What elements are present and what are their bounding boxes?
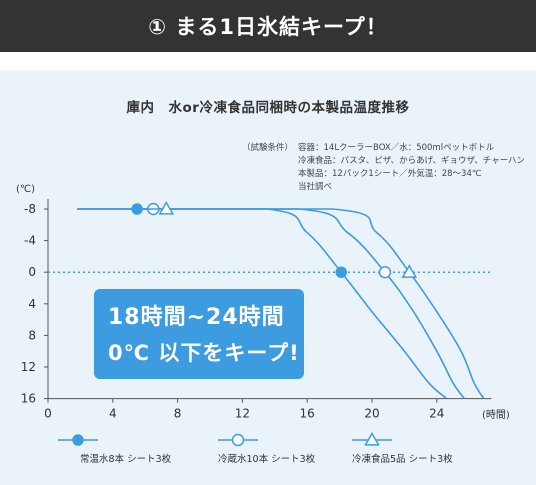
x-tick-label: 20 <box>364 407 379 421</box>
y-tick-label: 4 <box>28 297 36 311</box>
x-tick-label: 4 <box>109 407 117 421</box>
x-axis-label: (時間) <box>482 409 510 421</box>
x-tick-label: 24 <box>429 407 444 421</box>
series-3-marker <box>158 200 175 215</box>
condition-line-1: 容器：14LクーラーBOX／水：500mlペットボトル <box>298 143 495 153</box>
callout-line-1: 18時間~24時間 <box>108 305 285 330</box>
legend-marker-3 <box>364 431 380 446</box>
legend-marker-2 <box>231 433 245 447</box>
x-tick-label: 0 <box>44 407 52 421</box>
x-tick-label: 12 <box>235 407 250 421</box>
y-tick-label: 0 <box>28 265 36 279</box>
y-tick-label: 16 <box>21 392 36 406</box>
conditions-label: （試験条件） <box>242 143 294 153</box>
x-tick-label: 8 <box>174 407 182 421</box>
condition-line-3: 本製品：12パック1シート／外気温：28〜34℃ <box>298 169 482 179</box>
y-tick-label: 12 <box>21 360 36 374</box>
series-line-3 <box>77 208 485 400</box>
series-2-marker <box>378 265 392 279</box>
callout-box: 18時間~24時間 0℃ 以下をキープ! <box>94 289 304 379</box>
condition-line-4: 当社調べ <box>298 182 333 192</box>
header-title: ① まる1日氷結キープ！ <box>148 15 388 39</box>
chart-title: 庫内 水or冷凍食品同梱時の本製品温度推移 <box>126 100 410 116</box>
y-axis-label: (℃) <box>16 184 35 195</box>
series-3-marker <box>401 264 418 278</box>
legend-label-2: 冷蔵水10本 シート3枚 <box>218 453 316 465</box>
condition-line-2: 冷凍食品：パスタ、ピザ、からあげ、ギョウザ、チャーハン <box>298 156 526 166</box>
page-header: ① まる1日氷結キープ！ <box>0 0 536 52</box>
series-1-marker <box>335 266 347 278</box>
y-tick-label: -8 <box>24 202 36 216</box>
y-tick-label: 8 <box>28 328 36 342</box>
legend-marker-1 <box>72 434 84 446</box>
y-tick-label: -4 <box>24 234 36 248</box>
legend-label-3: 冷凍食品5品 シート3枚 <box>352 453 453 465</box>
callout-line-2: 0℃ 以下をキープ! <box>108 341 300 365</box>
chart-panel <box>0 70 536 485</box>
series-line-1 <box>77 208 448 400</box>
series-line-2 <box>77 208 465 400</box>
legend-label-1: 常温水8本 シート3枚 <box>80 453 172 465</box>
x-tick-label: 16 <box>300 407 315 421</box>
